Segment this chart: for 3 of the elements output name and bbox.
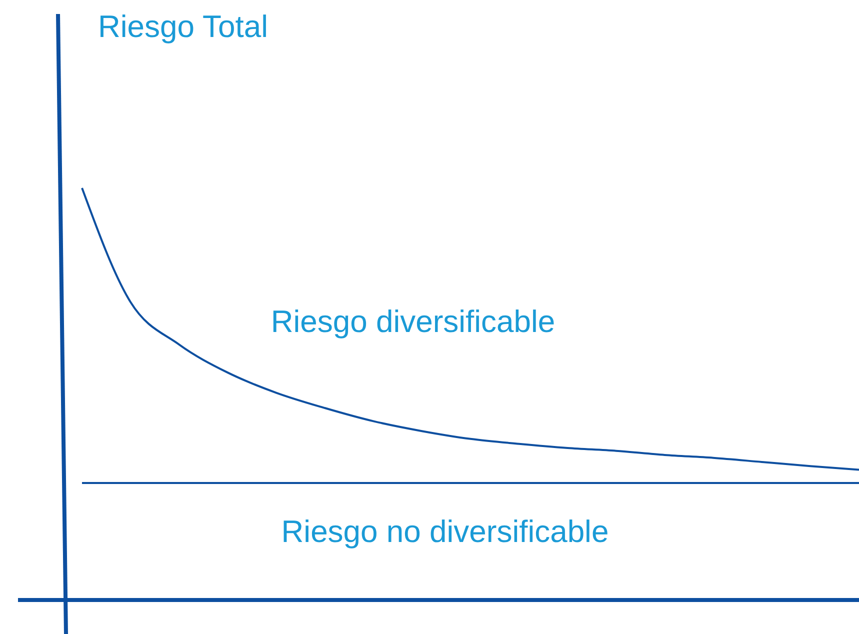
annotation: Riesgo diversificable [270, 304, 556, 339]
annotation: Riesgo no diversificable [281, 514, 609, 549]
y-axis-title: Riesgo Total [98, 9, 268, 44]
